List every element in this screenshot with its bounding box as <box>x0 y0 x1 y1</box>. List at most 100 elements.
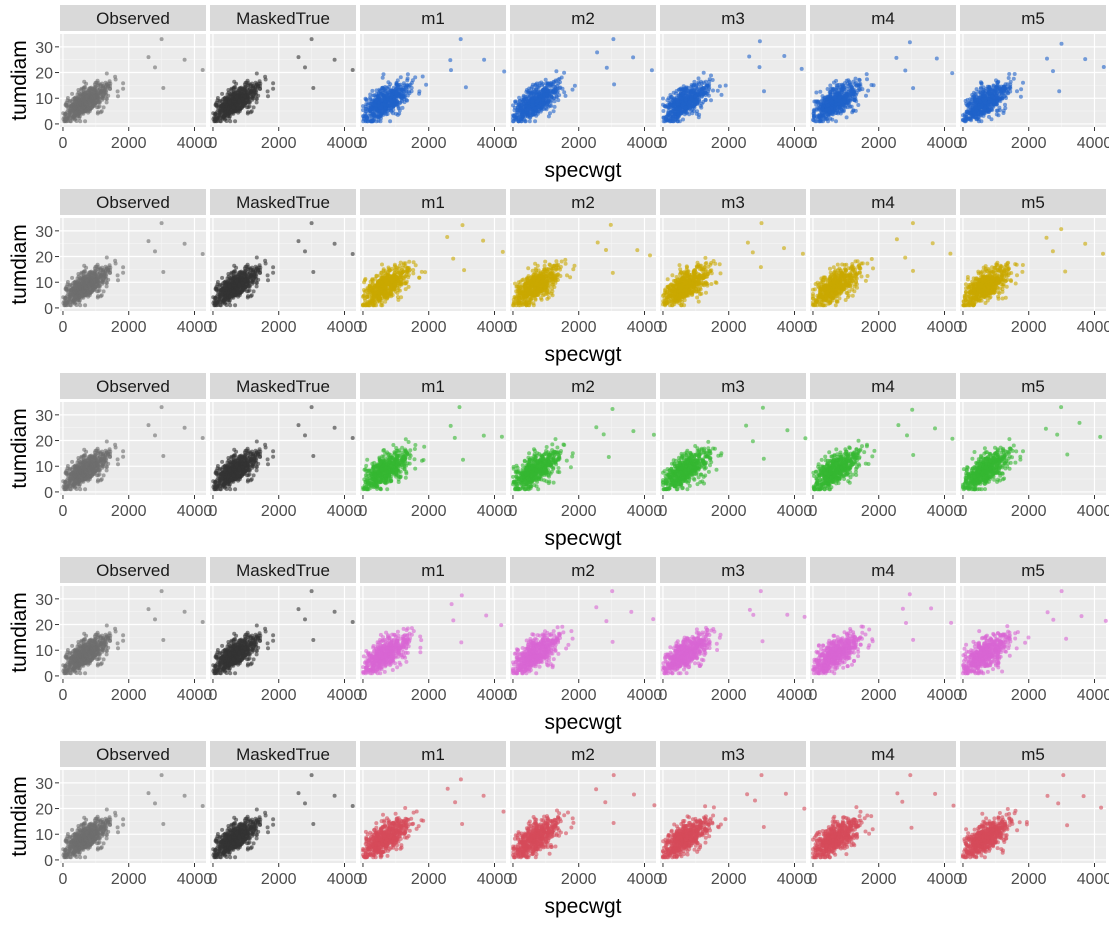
data-point <box>528 119 532 123</box>
data-point <box>405 78 409 82</box>
data-point <box>782 54 786 58</box>
facet-strip-label: MaskedTrue <box>236 9 330 28</box>
data-point <box>121 265 125 269</box>
data-point <box>104 281 108 285</box>
data-point <box>116 273 120 277</box>
data-point <box>564 94 568 98</box>
data-point <box>218 297 222 301</box>
data-point <box>83 119 87 123</box>
data-point <box>266 94 270 98</box>
data-point <box>153 249 157 253</box>
data-point <box>517 96 521 100</box>
data-point <box>381 76 385 80</box>
x-tick-label: 2000 <box>1011 135 1047 152</box>
data-point <box>685 88 689 92</box>
data-point <box>538 98 542 102</box>
data-point <box>183 242 187 246</box>
data-point <box>243 278 247 282</box>
data-point <box>698 92 702 96</box>
data-point <box>303 249 307 253</box>
y-axis-label: tumdiam <box>8 224 31 305</box>
data-point <box>844 95 848 99</box>
data-point <box>997 106 1001 110</box>
data-point <box>394 102 398 106</box>
data-point <box>693 94 697 98</box>
data-point <box>995 87 999 91</box>
data-point <box>116 89 120 93</box>
data-point <box>82 264 86 268</box>
data-point <box>680 96 684 100</box>
data-point <box>367 114 371 118</box>
y-tick-label: 30 <box>35 40 53 57</box>
x-tick-label: 4000 <box>927 135 963 152</box>
data-point <box>231 106 235 110</box>
data-point <box>407 89 411 93</box>
data-point <box>225 303 229 307</box>
data-point <box>700 82 704 86</box>
data-point <box>369 119 373 123</box>
data-point <box>1060 42 1064 46</box>
data-point <box>834 79 838 83</box>
data-point <box>393 97 397 101</box>
data-point <box>545 87 549 91</box>
y-tick-label: 10 <box>35 91 53 108</box>
data-point <box>986 95 990 99</box>
facet-strip-label: m3 <box>721 9 745 28</box>
data-point <box>225 119 229 123</box>
data-point <box>400 98 404 102</box>
data-point <box>711 89 715 93</box>
data-point <box>386 80 390 84</box>
data-point <box>762 89 766 93</box>
data-point <box>1019 87 1023 91</box>
data-point <box>98 104 102 108</box>
data-point <box>93 278 97 282</box>
data-point <box>527 99 531 103</box>
y-tick-label: 10 <box>35 275 53 292</box>
x-tick-label: 0 <box>509 135 518 152</box>
data-point <box>858 82 862 86</box>
x-tick-label: 4000 <box>327 319 363 336</box>
data-point <box>935 57 939 61</box>
data-point <box>379 106 383 110</box>
data-point <box>80 87 84 91</box>
data-point <box>697 76 701 80</box>
data-point <box>661 97 665 101</box>
data-point <box>93 94 97 98</box>
data-point <box>88 270 92 274</box>
data-point <box>972 115 976 119</box>
y-axis-label: tumdiam <box>8 40 31 121</box>
data-point <box>852 98 856 102</box>
data-point <box>76 92 80 96</box>
x-tick-label: 4000 <box>777 135 813 152</box>
data-point <box>78 298 82 302</box>
data-point <box>297 239 301 243</box>
data-point <box>690 83 694 87</box>
data-point <box>255 100 259 104</box>
data-point <box>76 276 80 280</box>
data-point <box>680 89 684 93</box>
data-point <box>812 112 816 116</box>
data-point <box>81 106 85 110</box>
data-point <box>385 92 389 96</box>
data-point <box>406 72 410 76</box>
data-point <box>271 81 275 85</box>
data-point <box>834 119 838 123</box>
data-point <box>218 113 222 117</box>
data-point <box>865 77 869 81</box>
data-point <box>66 96 70 100</box>
x-tick-label: 0 <box>209 319 218 336</box>
data-point <box>965 115 969 119</box>
data-point <box>364 98 368 102</box>
data-point <box>850 105 854 109</box>
data-point <box>908 40 912 44</box>
data-point <box>73 280 77 284</box>
data-point <box>255 266 259 270</box>
data-point <box>828 90 832 94</box>
data-point <box>521 95 525 99</box>
data-point <box>554 69 558 73</box>
data-point <box>380 86 384 90</box>
data-point <box>545 92 549 96</box>
x-tick-label: 4000 <box>177 319 213 336</box>
data-point <box>675 107 679 111</box>
